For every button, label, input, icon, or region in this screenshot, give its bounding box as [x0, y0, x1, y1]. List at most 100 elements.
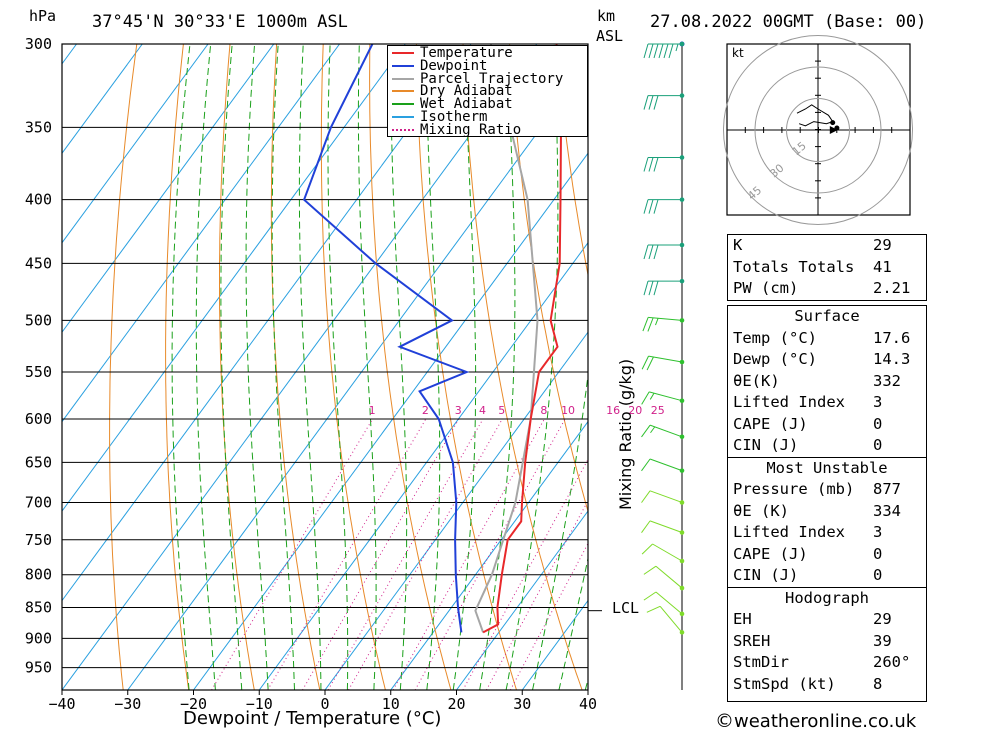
isotherm-line	[62, 44, 538, 690]
mixing-ratio-label: 2	[422, 404, 429, 417]
isotherm-line	[62, 44, 406, 512]
mixing-ratio-labels: 1 2 3 4 5 8 10 16 20 25	[369, 404, 665, 417]
wind-barb	[643, 155, 685, 172]
wind-barb-feather	[643, 157, 649, 172]
legend-item: Isotherm	[392, 110, 487, 124]
mixing-ratio-label: 3	[455, 404, 462, 417]
index-row-pw: PW (cm) 2.21	[733, 279, 911, 297]
wind-barb	[643, 565, 685, 591]
temperature-tick-label: 0	[320, 695, 329, 713]
isotherm-line	[62, 44, 275, 334]
mixing-ratio-label: 16	[606, 404, 620, 417]
mixing-ratio-label: 5	[498, 404, 505, 417]
wind-barb	[642, 316, 685, 332]
isotherm-line	[456, 510, 588, 690]
asl-label: ASL	[596, 27, 624, 45]
dry-adiabat-line	[509, 44, 588, 513]
isotherm-line	[62, 44, 472, 602]
dry-adiabat-line	[555, 44, 588, 278]
mixing-ratio-lines	[211, 418, 588, 690]
wet-adiabat-line	[532, 371, 588, 690]
wind-barb-feather	[653, 157, 659, 172]
legend-item: Dewpoint	[392, 57, 488, 74]
location-title: 37°45'N 30°33'E 1000m ASL	[92, 12, 348, 32]
hodograph-row: SREH 39	[733, 631, 892, 650]
wind-barb	[643, 278, 685, 296]
dry-adiabat-line	[462, 44, 583, 690]
legend-label: Parcel Trajectory	[420, 70, 564, 87]
temperature-tick-label: 20	[447, 695, 465, 713]
wind-barb-feather	[641, 424, 651, 438]
wind-barb-feather	[653, 199, 659, 214]
legend-item: Parcel Trajectory	[392, 70, 564, 87]
wind-barb-feather	[653, 95, 659, 110]
most-unstable-title: Most Unstable	[728, 456, 926, 480]
isotherm-line	[0, 44, 11, 690]
legend-swatch	[392, 77, 414, 80]
wind-barb-feather	[648, 43, 654, 59]
wind-barb-feather	[653, 280, 659, 296]
dry-adiabat-line	[415, 44, 517, 690]
legend-swatch	[392, 128, 414, 131]
lcl-label: LCL	[612, 599, 640, 617]
wet-adiabat-line	[357, 44, 377, 690]
wind-barb-feather	[648, 280, 654, 296]
wind-barb	[646, 605, 685, 635]
most-unstable-row: Lifted Index 3	[733, 523, 883, 541]
dewpoint-line	[302, 44, 470, 633]
wet-adiabat-line	[271, 44, 295, 690]
mixing-ratio-line	[211, 418, 374, 690]
surface-row: Temp (°C) 17.6	[733, 328, 911, 347]
site-link[interactable]: weatheronline.co.uk	[734, 711, 917, 732]
site-footer[interactable]: ©weatheronline.co.uk	[715, 710, 916, 732]
wind-barb	[641, 391, 685, 405]
wind-barb-feather	[646, 605, 661, 613]
wind-barb-staff	[649, 391, 683, 402]
temperature-tick-label: −20	[180, 695, 207, 713]
wind-barb-feather	[643, 565, 657, 575]
mixing-ratio-line	[267, 418, 427, 690]
wind-barb	[643, 41, 685, 59]
wind-barb-feather	[646, 356, 654, 371]
wind-barb-feather	[668, 43, 674, 59]
wind-barb-staff	[655, 591, 683, 615]
wind-barb-feather	[643, 244, 649, 260]
surface-row: CAPE (J) 0	[733, 414, 883, 433]
wind-barb-staff	[648, 355, 683, 363]
indices-table: K 29 Totals Totals 41 PW (cm) 2.21	[727, 234, 927, 301]
wind-barb-feather	[641, 391, 650, 405]
isotherm-lines	[0, 44, 588, 690]
legend-label: Dry Adiabat	[420, 83, 513, 100]
legend-swatch	[392, 103, 414, 106]
hodograph-ring	[786, 98, 850, 162]
wind-barb-feather	[641, 543, 653, 555]
wind-barb-staff	[649, 520, 683, 533]
temperature-tick-label: 30	[513, 695, 531, 713]
wind-barb-staff	[655, 565, 683, 589]
wind-barb-feather	[641, 355, 649, 370]
temperature-tick-label: 40	[579, 695, 597, 713]
mixing-ratio-label: 25	[651, 404, 665, 417]
pressure-ticks: 300 350 400 450 500 550 600 650 700 750 800 850 900 9…	[25, 35, 52, 677]
wind-barb-feather	[649, 392, 655, 400]
legend-swatch	[392, 64, 414, 67]
wet-adiabat-line	[327, 44, 349, 690]
legend-label: Dewpoint	[420, 57, 488, 74]
sounding-profiles	[302, 44, 563, 634]
wind-barb	[641, 543, 685, 564]
wind-barb-dot	[679, 468, 685, 473]
isotherm-line	[62, 44, 340, 423]
wet-adiabat-line	[195, 44, 216, 690]
hodograph-point	[830, 120, 836, 126]
wet-adiabat-line	[390, 44, 408, 690]
wind-barb-feather	[641, 458, 651, 472]
wind-barb	[641, 490, 685, 505]
wind-barb-staff	[659, 606, 683, 633]
dry-adiabat-line	[369, 44, 452, 690]
mixing-ratio-line	[302, 418, 460, 690]
temperature-ticks: −40 −30 −20 −10 0 10 20 30 40	[48, 690, 597, 713]
wet-adiabat-line	[220, 44, 243, 690]
most-unstable-row: θE (K) 334	[733, 501, 901, 520]
hodograph-ring	[754, 66, 882, 194]
most-unstable-row: Pressure (mb) 877	[733, 480, 901, 498]
